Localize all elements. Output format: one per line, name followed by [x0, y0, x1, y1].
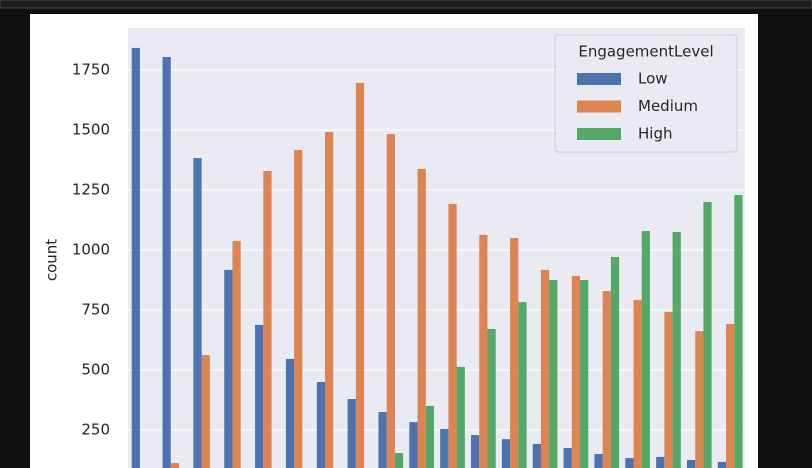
bar [686, 460, 696, 468]
legend-box [554, 34, 738, 153]
bar [294, 149, 303, 468]
bar [263, 171, 272, 468]
bar [255, 324, 264, 468]
bar [201, 355, 210, 468]
bar [162, 57, 171, 468]
bar [440, 429, 449, 468]
bar [170, 463, 179, 468]
y-tick-label: 500 [81, 361, 110, 379]
bar [347, 399, 356, 468]
bar [409, 422, 418, 468]
bar [417, 168, 426, 468]
bar [378, 412, 387, 468]
bar [448, 203, 457, 468]
bar [487, 328, 496, 468]
bar [571, 275, 581, 468]
legend-label: High [638, 125, 672, 143]
bar [394, 453, 404, 468]
bar [549, 280, 558, 468]
legend-swatch [577, 100, 621, 113]
bar [224, 269, 233, 468]
bar [726, 323, 735, 468]
bar [425, 406, 435, 468]
bar [594, 454, 603, 468]
bar [355, 82, 365, 468]
legend-label: Medium [638, 97, 698, 115]
bars [131, 47, 743, 468]
bar [580, 280, 589, 468]
bar [325, 131, 334, 468]
bar [232, 240, 241, 468]
bar [518, 302, 527, 468]
bar [386, 134, 395, 468]
bar [664, 311, 673, 468]
bar [285, 358, 295, 468]
bar [625, 458, 634, 468]
bar [610, 256, 620, 468]
bar [456, 366, 465, 468]
bar [602, 291, 611, 468]
legend-title: EngagementLevel [578, 43, 713, 61]
bar [471, 435, 480, 468]
legend: EngagementLevel Low Medium High [554, 34, 738, 153]
legend-swatch [577, 128, 621, 140]
toolbar [0, 0, 812, 9]
y-tick-label: 250 [81, 421, 110, 439]
bar [501, 439, 511, 468]
bar [193, 158, 202, 468]
bar [532, 443, 541, 468]
bar [510, 238, 519, 468]
y-tick-label: 1250 [72, 181, 110, 199]
legend-swatch [577, 73, 621, 85]
bar [734, 195, 743, 468]
bar [672, 232, 681, 468]
bar [479, 234, 488, 468]
y-axis-label: count [43, 239, 61, 281]
y-tick-label: 750 [81, 301, 110, 319]
bar [316, 382, 326, 468]
bar [131, 47, 140, 468]
y-tick-label: 1000 [72, 241, 110, 259]
bar [703, 202, 712, 468]
y-tick-label: 1500 [72, 121, 110, 139]
bar [717, 461, 727, 468]
bar [641, 231, 650, 468]
bar [563, 448, 572, 468]
legend-label: Low [638, 70, 668, 88]
bar [540, 269, 550, 468]
y-tick-label: 1750 [72, 61, 110, 79]
bar [633, 299, 642, 468]
bar [656, 456, 665, 468]
bar [695, 331, 704, 468]
